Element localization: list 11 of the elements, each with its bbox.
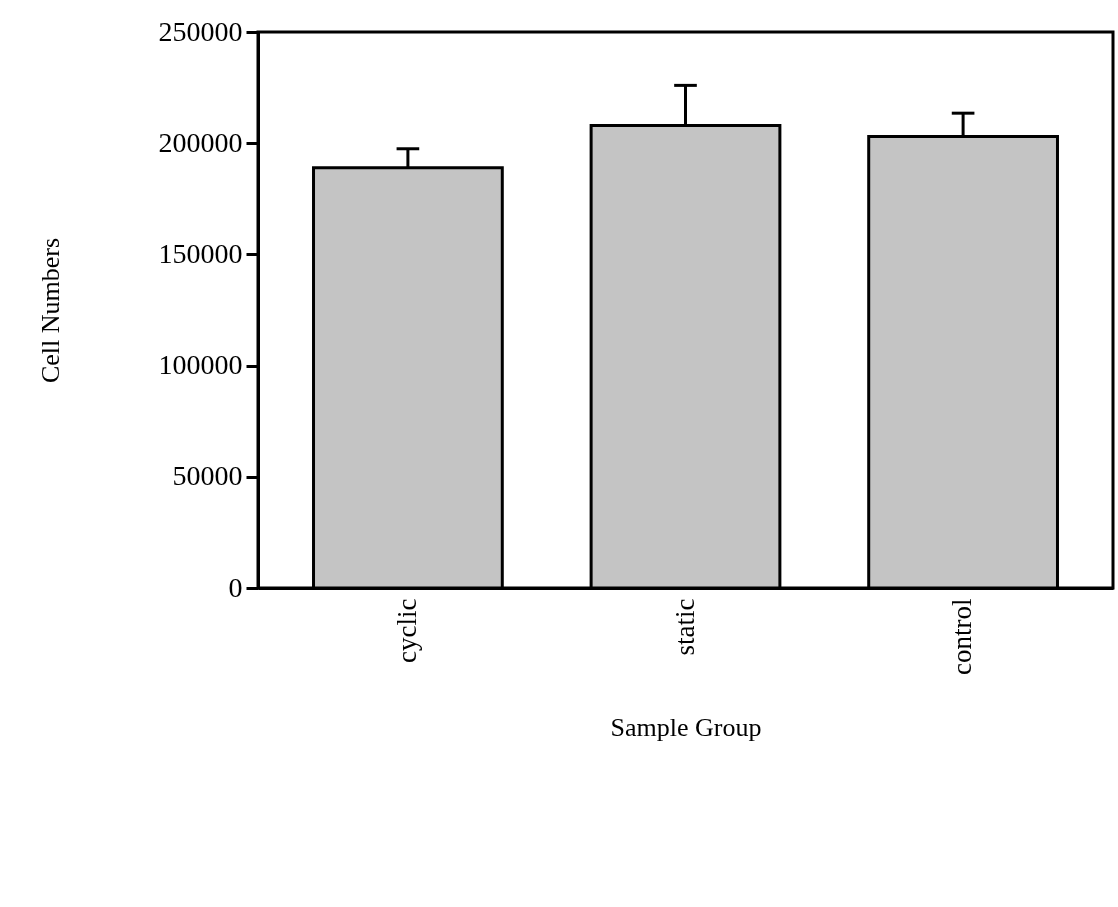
y-tick-label: 250000 [158,15,243,47]
x-tick-label: static [669,598,700,656]
y-tick-label: 0 [228,571,243,603]
y-tick-label: 150000 [158,237,243,269]
y-tick-label: 200000 [158,126,243,158]
y-axis-title: Cell Numbers [35,237,65,384]
y-tick-label: 100000 [158,349,243,381]
x-tick-label: control [947,598,978,675]
x-axis-title: Sample Group [610,712,762,742]
y-tick-label: 50000 [172,460,243,492]
x-tick-label: cyclic [391,598,422,663]
